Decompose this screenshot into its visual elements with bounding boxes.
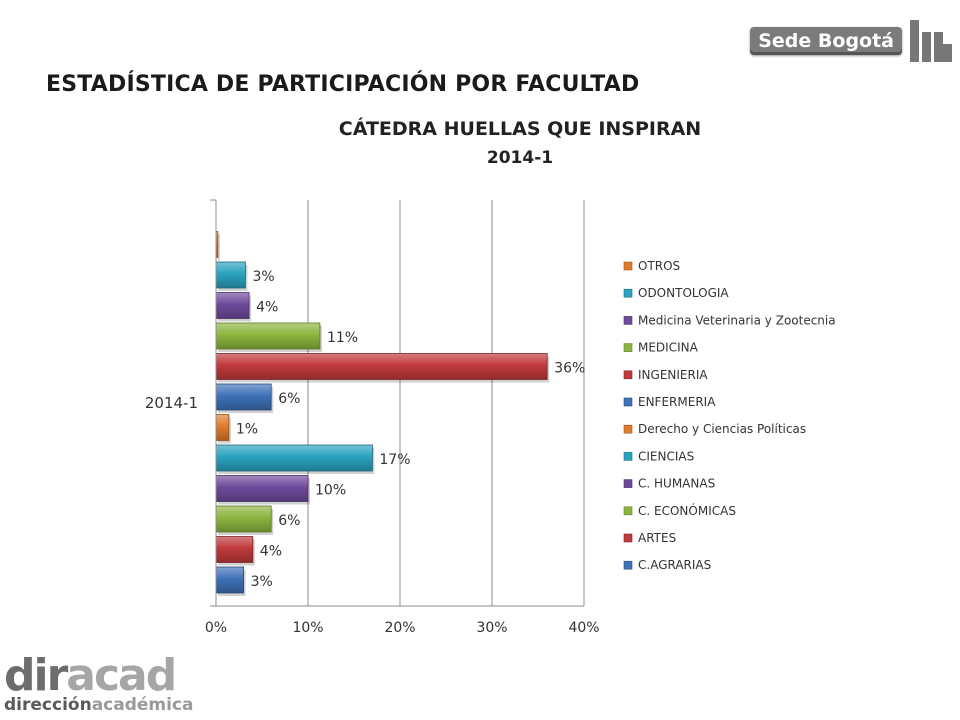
- bar-medicina: [215, 322, 321, 350]
- data-label: 4%: [256, 300, 278, 316]
- legend-swatch: [623, 261, 633, 271]
- university-mark-icon: [910, 18, 952, 64]
- sede-logo-text: Sede Bogotá: [750, 27, 902, 55]
- diracad-logo: diracad direcciónacadémica: [0, 654, 200, 720]
- legend-entry: ODONTOLOGIA: [638, 286, 729, 300]
- data-label: 4%: [260, 544, 282, 560]
- y-category-label: 2014-1: [145, 394, 198, 412]
- bar-ciencias: [215, 444, 373, 472]
- x-tick-label: 0%: [205, 620, 227, 636]
- legend-swatch: [623, 397, 633, 407]
- bar-shadow: [218, 234, 220, 261]
- x-tick-label: 20%: [384, 620, 415, 636]
- data-label: 10%: [315, 483, 346, 499]
- legend-entry: ENFERMERIA: [638, 395, 716, 409]
- x-tick-label: 40%: [568, 620, 599, 636]
- bar-enfermeria: [215, 383, 272, 411]
- data-label: 17%: [379, 452, 410, 468]
- bar-c-humanas: [215, 475, 309, 502]
- data-label: 3%: [252, 269, 274, 285]
- sede-logo: Sede Bogotá: [750, 18, 952, 64]
- bar-derecho-y-ciencias-pol-ticas: [215, 414, 230, 441]
- diracad-logo-small: direcciónacadémica: [4, 695, 194, 715]
- legend-swatch: [623, 424, 633, 434]
- legend-entry: ARTES: [638, 531, 676, 545]
- data-label: 3%: [251, 574, 273, 590]
- legend-entry: C.AGRARIAS: [638, 558, 711, 572]
- legend-entry: CIENCIAS: [638, 449, 694, 463]
- legend-entry: MEDICINA: [638, 341, 699, 355]
- data-label: 1%: [236, 422, 258, 438]
- chart-subtitle: 2014-1: [486, 148, 554, 168]
- bar-odontologia: [215, 261, 246, 289]
- legend-entry: OTROS: [638, 259, 680, 273]
- bar-medicina-veterinaria-y-zootecnia: [215, 292, 250, 319]
- legend-swatch: [623, 288, 633, 298]
- legend-swatch: [623, 452, 633, 461]
- bar-c-agrarias: [215, 566, 245, 594]
- legend-swatch: [623, 506, 633, 516]
- legend-swatch: [623, 560, 633, 570]
- legend-entry: C. ECONÓMICAS: [638, 503, 736, 518]
- legend-entry: INGENIERIA: [638, 368, 708, 382]
- legend-entry: Derecho y Ciencias Políticas: [638, 422, 806, 436]
- legend-swatch: [623, 479, 633, 488]
- bar-ingenieria: [215, 353, 548, 380]
- data-label: 11%: [327, 330, 358, 346]
- bar-artes: [215, 536, 254, 563]
- data-label: 6%: [278, 391, 300, 407]
- page-title: ESTADÍSTICA DE PARTICIPACIÓN POR FACULTA…: [46, 72, 640, 97]
- x-tick-label: 10%: [292, 620, 323, 636]
- chart-title: CÁTEDRA HUELLAS QUE INSPIRAN: [338, 118, 702, 140]
- legend-swatch: [623, 316, 633, 325]
- legend-swatch: [623, 370, 633, 380]
- data-label: 6%: [278, 513, 300, 529]
- legend-entry: C. HUMANAS: [638, 477, 715, 491]
- diracad-logo-big: diracad: [4, 650, 177, 701]
- x-tick-label: 30%: [476, 620, 507, 636]
- legend-swatch: [623, 343, 633, 352]
- legend-entry: Medicina Veterinaria y Zootecnia: [638, 313, 836, 327]
- bar-c-econ-micas: [215, 505, 272, 533]
- data-label: 36%: [554, 361, 585, 377]
- legend-swatch: [623, 533, 633, 543]
